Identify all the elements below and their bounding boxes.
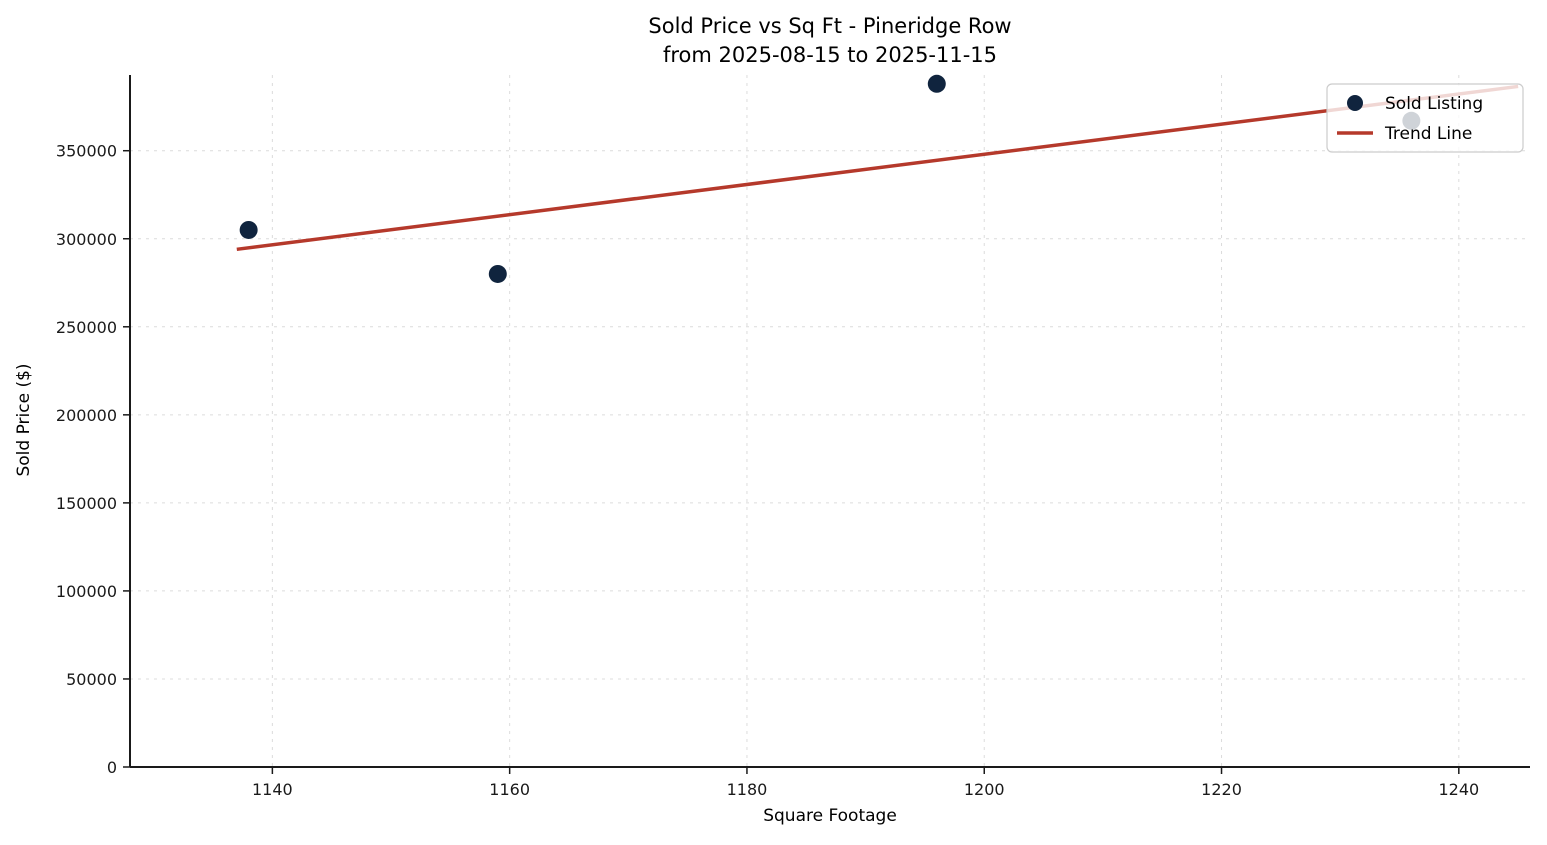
y-tick-label: 250000 — [56, 318, 117, 337]
data-point — [927, 74, 946, 93]
y-tick-label: 150000 — [56, 494, 117, 513]
y-tick-label: 0 — [107, 758, 117, 777]
y-tick-label: 50000 — [66, 670, 117, 689]
data-point — [488, 264, 507, 283]
legend-label: Sold Listing — [1385, 94, 1483, 114]
y-tick-label: 300000 — [56, 230, 117, 249]
x-tick-label: 1140 — [252, 780, 293, 799]
x-axis-label: Square Footage — [763, 806, 897, 826]
chart-title: Sold Price vs Sq Ft - Pineridge Row from… — [130, 12, 1530, 70]
y-tick-label: 200000 — [56, 406, 117, 425]
x-tick-label: 1220 — [1201, 780, 1242, 799]
chart-title-line1: Sold Price vs Sq Ft - Pineridge Row — [648, 14, 1012, 38]
x-tick-label: 1240 — [1438, 780, 1479, 799]
x-tick-label: 1200 — [964, 780, 1005, 799]
legend-label: Trend Line — [1384, 124, 1472, 144]
x-tick-label: 1180 — [727, 780, 768, 799]
x-tick-label: 1160 — [489, 780, 530, 799]
y-tick-label: 350000 — [56, 142, 117, 161]
chart-title-line2: from 2025-08-15 to 2025-11-15 — [662, 42, 998, 67]
y-tick-label: 100000 — [56, 582, 117, 601]
legend-box — [1326, 83, 1524, 153]
legend: Sold Listing Trend Line — [1326, 83, 1524, 153]
data-point — [239, 220, 258, 239]
trend-line — [236, 84, 1519, 252]
legend-marker-dot — [1347, 95, 1363, 111]
